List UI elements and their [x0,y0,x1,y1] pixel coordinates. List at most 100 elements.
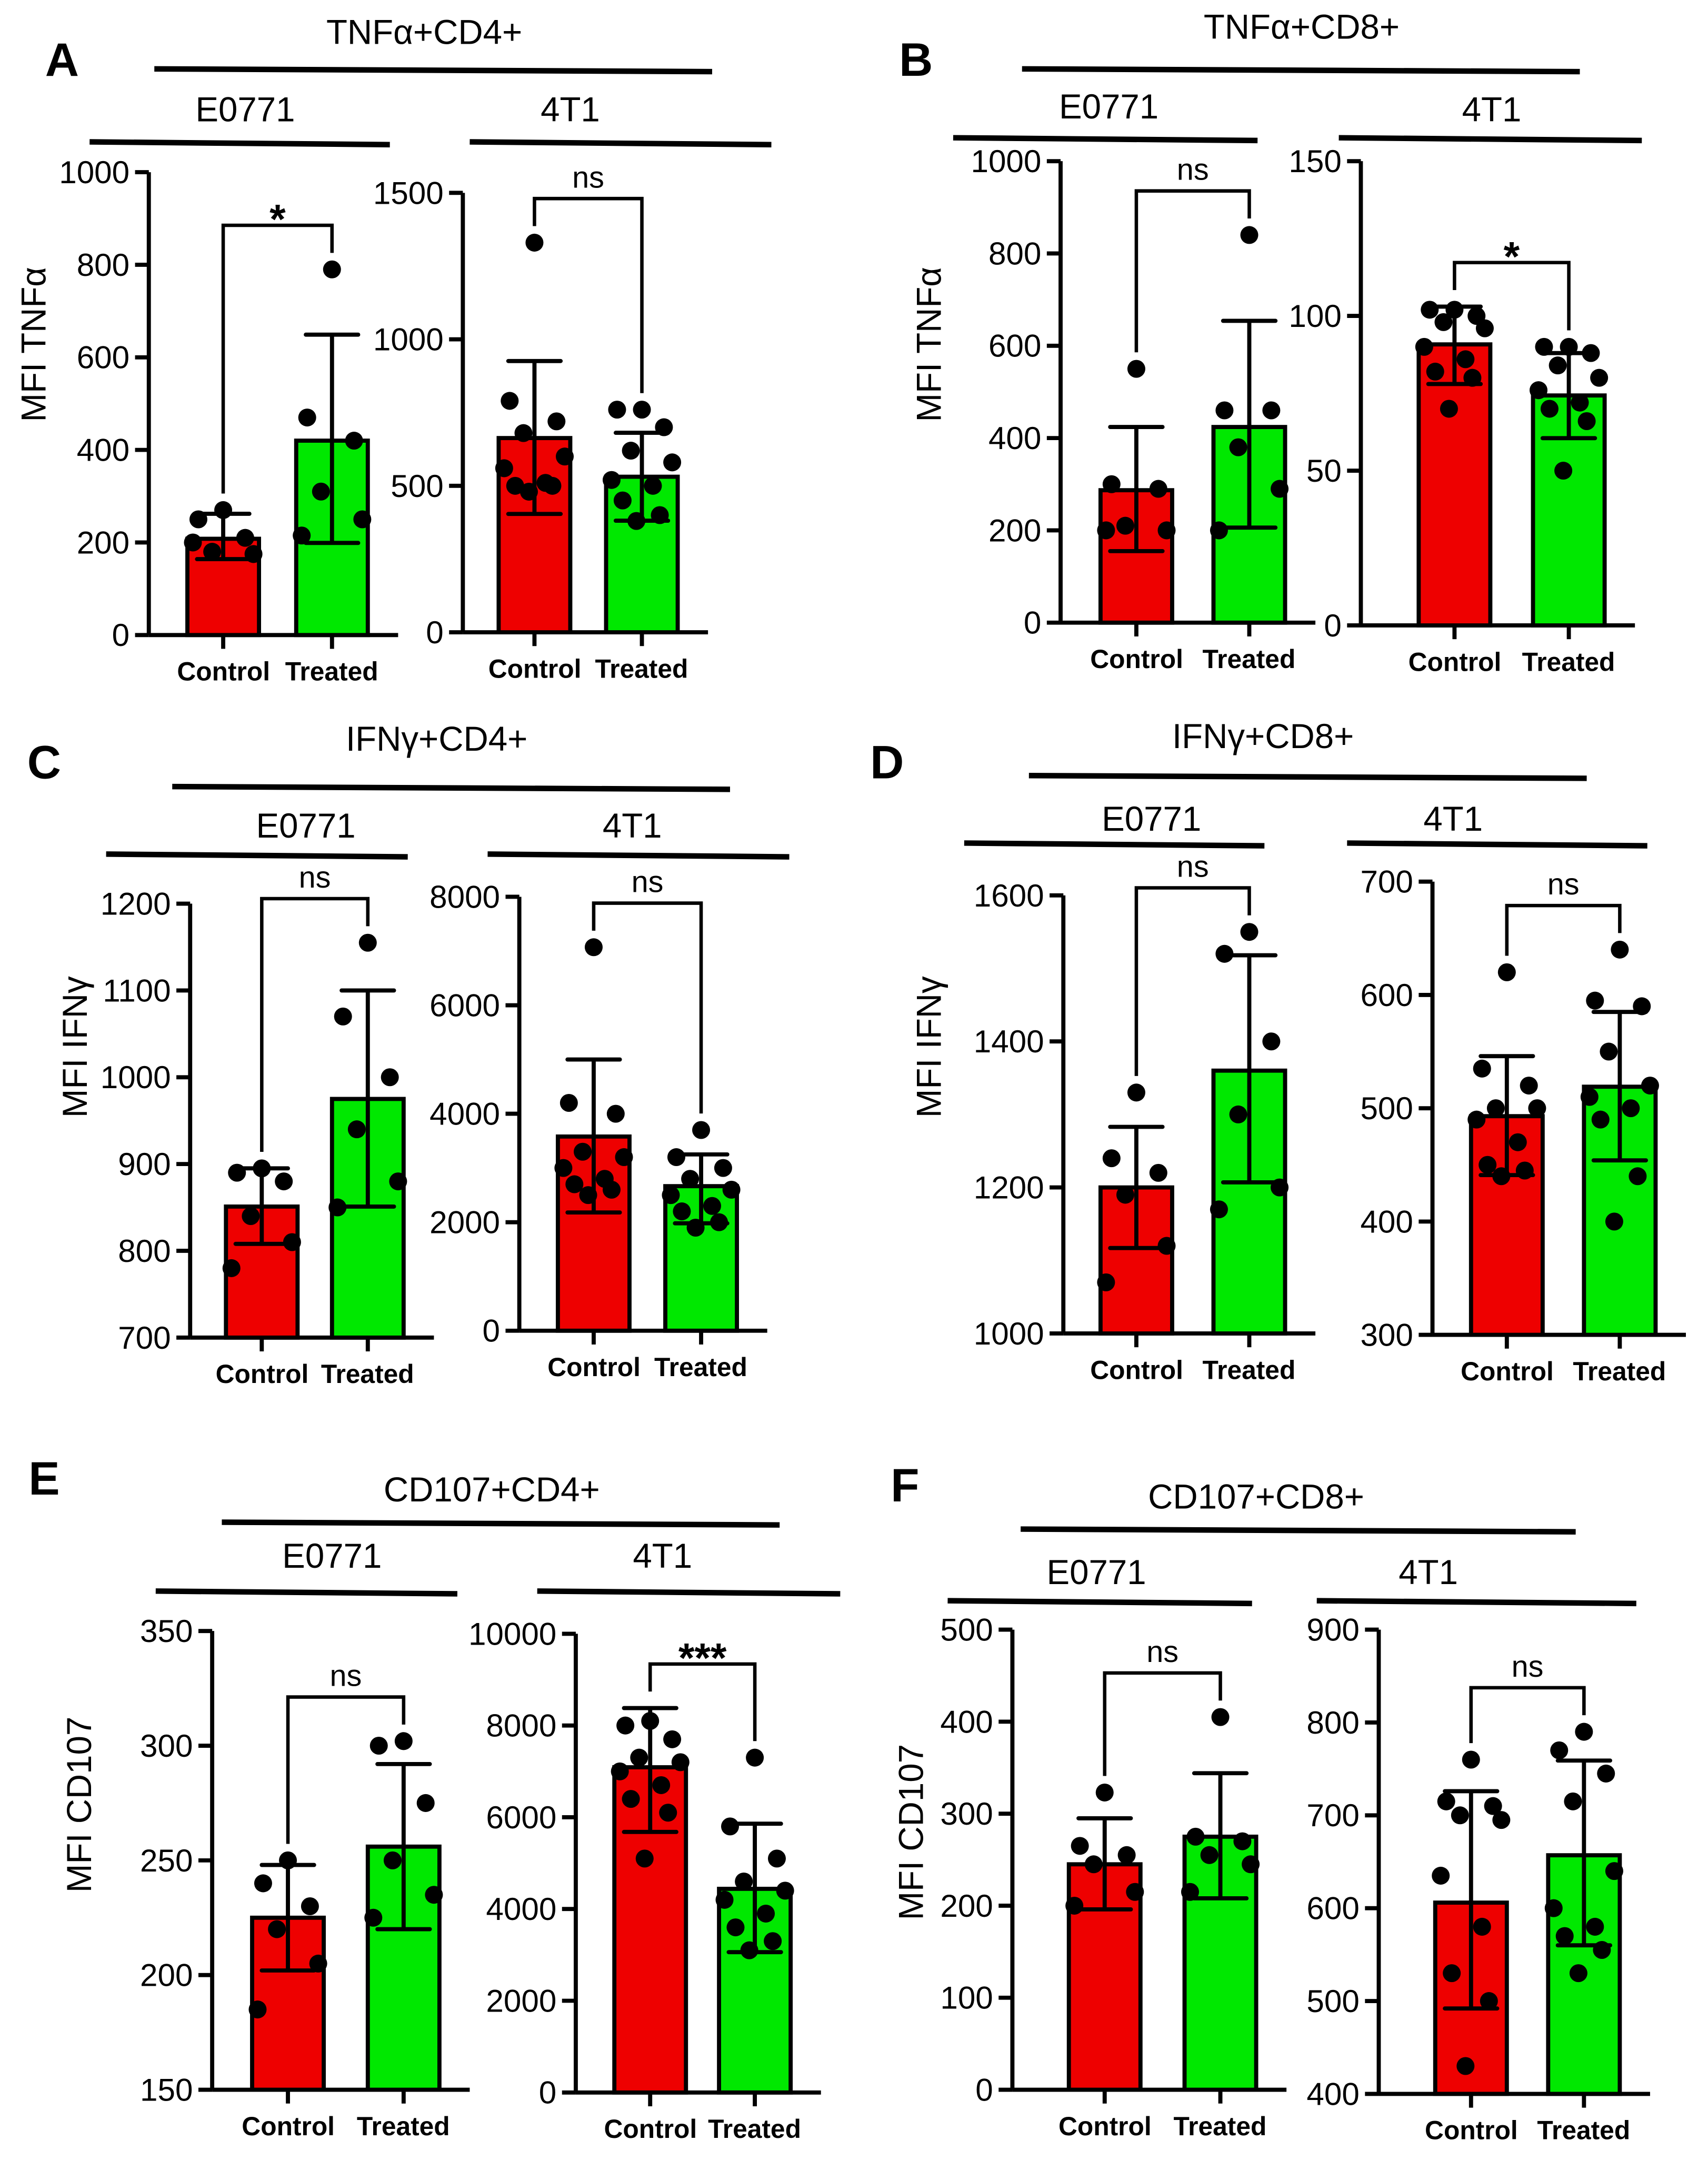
data-point [514,424,533,442]
subplot-e-4t1: 4T1 0 2000 4000 6000 8000 10000 Control Treated *… [468,1537,841,2144]
data-point [1509,1133,1527,1151]
y-tick-label: 600 [1306,1891,1359,1926]
data-point [1641,1077,1659,1095]
data-point [630,1748,648,1767]
data-point [520,482,538,501]
data-point [721,1817,740,1836]
y-tick-label: 6000 [430,988,500,1023]
data-point [615,1148,633,1167]
y-tick-label: 800 [118,1233,171,1269]
data-point [1633,997,1651,1016]
data-point [671,1753,690,1771]
group-line [487,851,790,860]
data-point [1095,1783,1114,1801]
data-point [1432,1866,1450,1885]
significance-bracket [221,223,334,494]
x-tick-label: Treated [1174,2112,1267,2141]
y-tick-label: 500 [391,469,443,504]
data-point [275,1172,293,1191]
title-line [1021,1526,1576,1535]
data-point [1475,319,1494,337]
data-point [1210,1200,1228,1219]
y-tick-label: 800 [77,247,129,283]
data-point [740,1941,758,1959]
data-point [1440,400,1458,418]
data-point [1549,356,1567,375]
data-point [1550,1741,1569,1759]
data-point [1520,1077,1538,1095]
panel-title: CD107+CD4+ [384,1470,600,1509]
data-point [1210,521,1228,540]
data-point [633,401,651,419]
y-tick-label: 8000 [486,1708,556,1744]
data-point [364,1908,383,1927]
x-tick-label: Control [1409,647,1502,676]
data-point [1480,1992,1498,2010]
data-point [703,1197,721,1215]
y-axis-label: MFI TNFα [910,267,948,422]
data-point [1271,1178,1289,1197]
data-point [1157,521,1176,540]
data-point [1181,1883,1199,1901]
y-axis-label: MFI CD107 [60,1717,98,1893]
y-tick-label: 200 [988,513,1041,548]
data-point [662,1186,680,1205]
y-tick-label: 400 [940,1704,993,1739]
data-point [1065,1896,1084,1915]
significance-label: ns [1512,1650,1544,1684]
y-tick-label: 500 [940,1612,993,1648]
data-point [334,1007,352,1026]
y-tick-label: 300 [940,1796,993,1831]
data-point [1590,369,1609,387]
data-point [1233,1832,1252,1850]
data-point [611,1762,629,1780]
data-point [602,471,621,489]
y-tick-label: 1000 [373,322,444,357]
data-point [1421,301,1439,319]
y-tick-label: 2000 [486,1983,556,2018]
x-tick-label: Control [1090,644,1183,674]
panel-letter: C [27,735,61,788]
data-point [381,1068,399,1087]
significance-bracket [1469,1686,1586,1744]
group-label: 4T1 [1462,90,1522,128]
significance-bracket [533,196,644,393]
data-point [214,501,233,519]
x-tick-label: Control [604,2114,697,2144]
y-tick-label: 1000 [59,155,129,190]
data-point [735,1872,753,1890]
significance-label: ns [1547,868,1580,901]
y-tick-label: 0 [1324,608,1341,643]
y-axis-label: MFI IFNγ [56,976,94,1118]
data-point [309,1954,327,1973]
data-point [345,432,363,450]
data-point [1535,337,1553,356]
panel-letter: F [891,1459,919,1511]
significance-label: * [1504,233,1520,280]
data-point [1240,226,1258,244]
data-point [1445,301,1464,319]
y-tick-label: 4000 [486,1892,556,1927]
y-tick-label: 0 [975,2072,993,2107]
y-axis-label: MFI IFNγ [910,976,948,1118]
y-tick-label: 200 [140,1958,193,1993]
data-point [501,392,519,410]
y-tick-label: 100 [1289,298,1341,334]
group-line [1339,135,1642,144]
data-point [1102,1149,1121,1168]
significance-bracket [1134,886,1251,1076]
y-tick-label: 700 [118,1320,171,1356]
data-point [1529,381,1548,400]
data-point [644,476,662,495]
y-tick-label: 400 [1306,2076,1359,2112]
y-tick-label: 1000 [974,1316,1044,1351]
data-point [1540,400,1559,418]
data-point [627,512,646,530]
data-point [663,453,682,472]
data-point [268,1920,286,1938]
data-point [602,1180,621,1199]
data-point [764,1932,782,1950]
data-point [1605,1212,1623,1231]
significance-label: ns [299,861,331,894]
data-point [1486,1099,1505,1118]
